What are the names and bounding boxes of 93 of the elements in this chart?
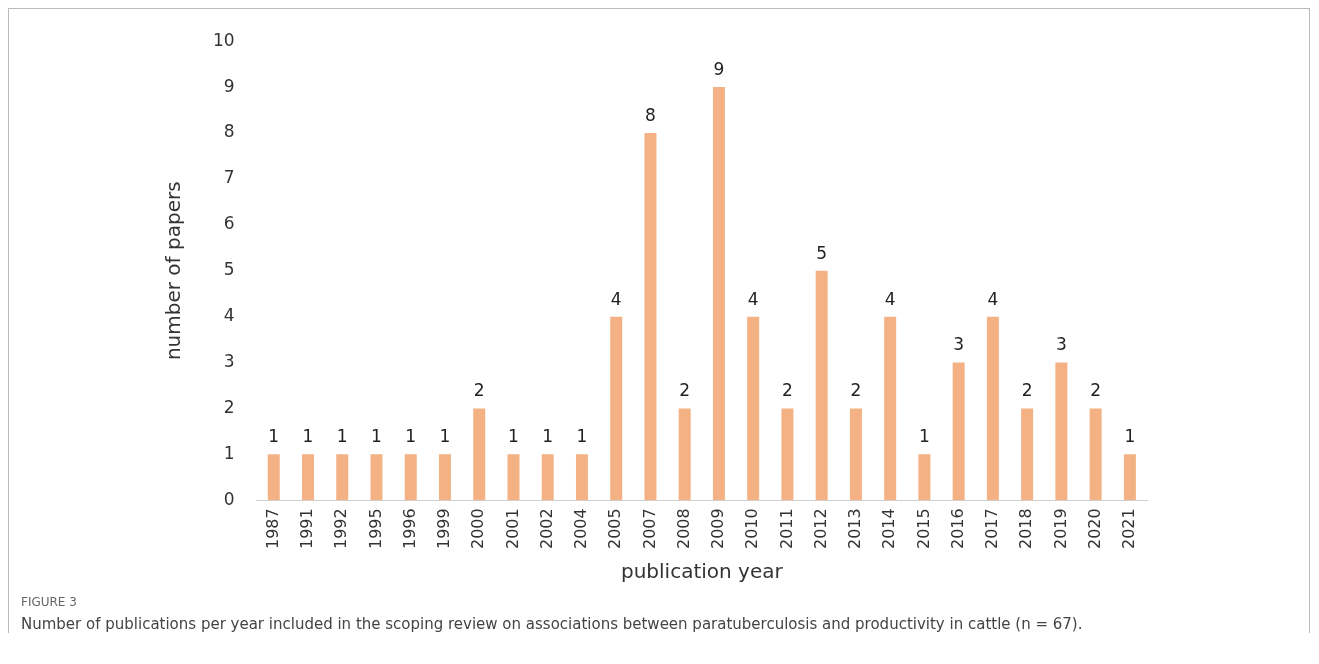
x-tick-label: 2021 — [1119, 508, 1139, 549]
data-label: 1 — [405, 426, 417, 447]
bar — [678, 408, 691, 501]
caption: FIGURE 3 — [21, 595, 78, 609]
data-label: 1 — [268, 426, 280, 447]
data-label: 2 — [782, 380, 793, 401]
bar — [370, 454, 383, 501]
bar — [1055, 362, 1068, 501]
bar — [712, 87, 725, 501]
bar — [1021, 408, 1034, 501]
x-tick-label: 1992 — [331, 508, 351, 549]
data-label: 2 — [473, 380, 485, 401]
x-tick-label: 1991 — [297, 508, 317, 549]
x-tick-label: 1987 — [262, 508, 282, 549]
data-label: 2 — [679, 380, 691, 401]
data-label: 1 — [918, 426, 930, 447]
bar — [849, 408, 862, 501]
bar — [473, 408, 486, 501]
data-label: 9 — [713, 59, 725, 80]
bar — [507, 454, 520, 501]
data-label: 5 — [816, 242, 828, 263]
x-tick-label: 2013 — [845, 508, 865, 549]
data-label: 2 — [850, 380, 862, 401]
x-tick-label: 2002 — [536, 508, 556, 549]
y-tick-label: 5 — [223, 259, 235, 280]
data-label: 2 — [1090, 380, 1102, 401]
x-tick-label: 1996 — [399, 508, 419, 549]
data-label: 4 — [747, 288, 759, 309]
y-tick-label: 9 — [223, 75, 235, 96]
bar — [267, 454, 280, 501]
x-tick-label: 2007 — [639, 508, 659, 549]
bar — [1123, 454, 1136, 501]
text: Number of publications per year included in the scoping review on associations between paratuberculosis and productivity in cattle (n = 67). — [21, 615, 1084, 633]
x-tick-label: 1995 — [365, 508, 385, 549]
data-label: 4 — [987, 288, 999, 309]
data-label: 3 — [953, 334, 965, 355]
data-label: 3 — [1055, 334, 1067, 355]
data-label: 1 — [576, 426, 588, 447]
x-tick-label: 2001 — [502, 508, 522, 549]
bar — [952, 362, 965, 501]
y-tick-label: 0 — [223, 488, 235, 509]
x-tick-label: 2014 — [879, 508, 899, 549]
data-label: 2 — [1021, 380, 1033, 401]
bar — [884, 316, 897, 501]
data-label: 1 — [542, 426, 554, 447]
x-tick-label: 1999 — [434, 508, 454, 549]
y-tick-label: 2 — [223, 396, 235, 417]
y-tick-label: 8 — [223, 121, 235, 142]
x-tick-label: 2018 — [1016, 508, 1036, 549]
x-axis-title: publication year — [620, 559, 784, 584]
bar — [815, 270, 828, 501]
bar — [747, 316, 760, 501]
data-label: 1 — [1124, 426, 1136, 447]
data-label: 1 — [371, 426, 382, 447]
y-tick-label: 1 — [223, 442, 235, 463]
x-tick-label: 2015 — [913, 508, 933, 549]
data-label: 4 — [884, 288, 896, 309]
x-tick-label: 2020 — [1084, 508, 1104, 549]
x-tick-label: 2000 — [468, 508, 488, 549]
data-label: 8 — [645, 104, 656, 125]
bar — [1089, 408, 1102, 501]
x-tick-label: 2010 — [742, 508, 762, 549]
x-tick-label: 2009 — [708, 508, 728, 549]
x-tick-label: 2008 — [673, 508, 693, 549]
data-label: 1 — [336, 426, 348, 447]
x-tick-label: 2012 — [810, 508, 830, 549]
data-label: 1 — [302, 426, 314, 447]
bar — [781, 408, 794, 501]
bar — [610, 316, 623, 501]
x-tick-label: 2004 — [571, 508, 591, 549]
bar — [986, 316, 999, 501]
y-tick-label: 6 — [223, 213, 235, 234]
x-tick-label: 2017 — [982, 508, 1002, 549]
bar — [438, 454, 451, 501]
bar — [918, 454, 931, 501]
data-label: 1 — [508, 426, 519, 447]
bar — [302, 454, 314, 501]
x-tick-label: 2005 — [605, 508, 625, 549]
y-tick-label: 7 — [223, 167, 235, 188]
x-tick-label: 2016 — [947, 508, 967, 549]
bar — [336, 454, 349, 501]
bar — [541, 454, 554, 501]
data-label: 1 — [439, 426, 451, 447]
y-tick-label: 10 — [212, 29, 235, 50]
y-tick-label: 3 — [223, 350, 235, 371]
y-tick-label: 4 — [223, 305, 235, 326]
x-tick-label: 2011 — [776, 508, 796, 549]
bar — [644, 133, 657, 501]
bar — [404, 454, 417, 501]
y-axis-title: number of papers — [161, 181, 186, 361]
data-label: 4 — [610, 288, 622, 309]
x-tick-label: 2019 — [1050, 508, 1070, 549]
bar — [575, 454, 588, 501]
